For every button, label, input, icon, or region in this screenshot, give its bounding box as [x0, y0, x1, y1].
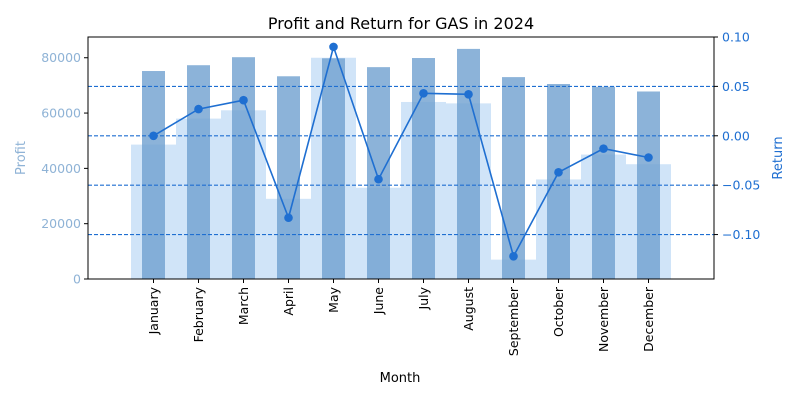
return-point: [239, 95, 248, 105]
profit-bar: [187, 65, 210, 279]
return-point: [149, 131, 158, 141]
x-tick-label: June: [371, 287, 386, 316]
y-axis-right-label: Return: [771, 136, 786, 179]
profit-bar: [502, 77, 525, 279]
x-tick-label: December: [641, 286, 656, 352]
profit-bar: [142, 71, 165, 280]
return-point: [374, 174, 383, 184]
x-tick-label: February: [191, 286, 206, 342]
x-axis-label: Month: [380, 371, 421, 386]
x-tick-label: July: [416, 286, 431, 310]
plot-area: [88, 36, 714, 280]
return-line: [153, 44, 649, 259]
profit-bar: [412, 58, 435, 280]
profit-bar: [367, 67, 390, 279]
x-tick-label: May: [326, 286, 341, 312]
y-right-tick-label: 0.00: [722, 128, 750, 143]
profit-bar: [232, 57, 255, 279]
return-point: [509, 251, 518, 261]
x-tick-label: September: [506, 286, 521, 356]
chart-title: Profit and Return for GAS in 2024: [268, 14, 534, 33]
x-tick-label: March: [236, 287, 251, 325]
y-right-tick-label: −0.05: [722, 178, 760, 193]
plot-frame: [87, 36, 715, 280]
return-point: [194, 104, 203, 114]
return-point: [419, 89, 428, 98]
return-point: [554, 168, 563, 177]
y-right-tick-label: −0.10: [722, 227, 760, 242]
y-right-tick-label: 0.05: [722, 79, 750, 94]
x-tick-label: August: [461, 287, 476, 331]
return-point: [599, 144, 608, 153]
x-tick-label: April: [281, 287, 296, 316]
profit-bar: [277, 76, 300, 280]
y-axis-left-label: Profit: [14, 141, 29, 175]
return-point: [644, 153, 653, 162]
y-left-tick-label: 20000: [41, 216, 81, 231]
x-tick-label: October: [551, 286, 566, 337]
profit-bar: [322, 58, 345, 279]
y-left-tick-label: 60000: [41, 106, 81, 121]
profit-bar: [547, 84, 570, 279]
return-point: [329, 42, 338, 52]
y-left-tick-label: 80000: [41, 50, 81, 65]
return-point: [464, 89, 473, 99]
y-left-tick-label: 40000: [41, 161, 81, 176]
profit-bar: [457, 48, 480, 279]
y-right-tick-label: 0.10: [722, 30, 750, 45]
y-left-tick-label: 0: [73, 272, 81, 287]
return-point: [284, 213, 293, 223]
x-tick-label: November: [596, 286, 611, 352]
profit-bar: [592, 86, 615, 279]
x-tick-label: January: [146, 286, 161, 335]
